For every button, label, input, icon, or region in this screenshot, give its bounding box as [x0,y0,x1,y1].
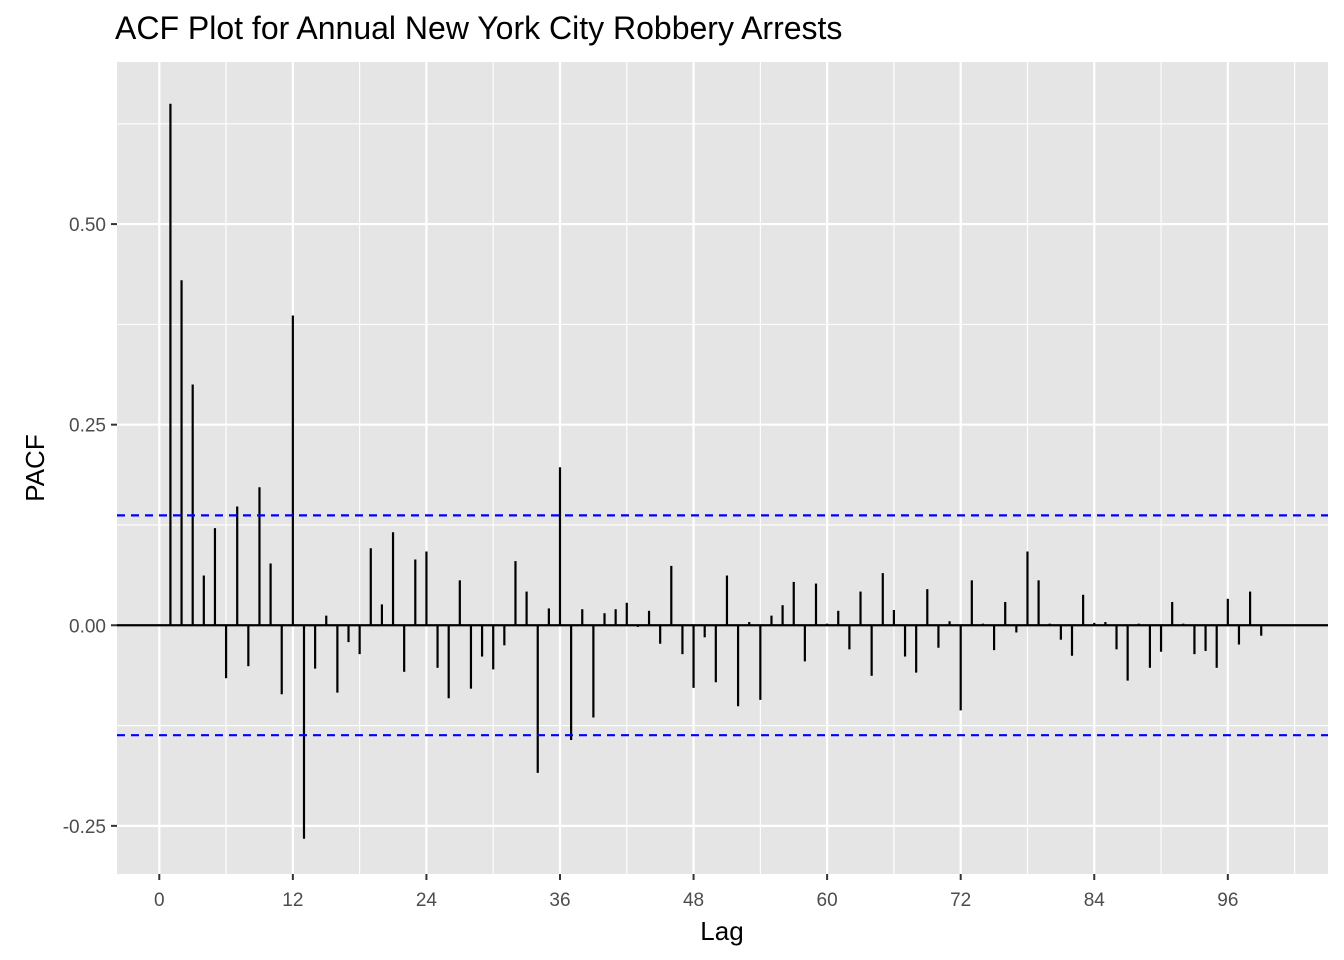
plot-panel [117,62,1328,874]
minor-gridlines [117,62,1328,874]
y-tick-label: 0.50 [69,215,106,236]
x-tick-label: 72 [950,890,971,911]
y-axis: -0.25 0.00 0.25 0.50 [63,215,117,838]
x-tick-label: 60 [817,890,838,911]
y-axis-title: PACF [20,434,50,501]
x-tick-label: 36 [549,890,570,911]
x-tick-label: 96 [1217,890,1238,911]
y-tick-label: 0.25 [69,416,106,437]
x-tick-label: 24 [416,890,438,911]
x-axis-title: Lag [700,916,743,946]
x-tick-label: 84 [1084,890,1106,911]
y-tick-label: 0.00 [69,616,106,637]
chart-title: ACF Plot for Annual New York City Robber… [115,10,842,46]
x-tick-label: 0 [154,890,165,911]
confidence-lines [117,514,1328,737]
x-axis: 0 12 24 36 48 60 72 84 96 [154,874,1238,911]
y-tick-label: -0.25 [63,817,106,838]
x-tick-label: 48 [683,890,704,911]
pacf-bars [117,103,1328,839]
x-tick-label: 12 [282,890,303,911]
